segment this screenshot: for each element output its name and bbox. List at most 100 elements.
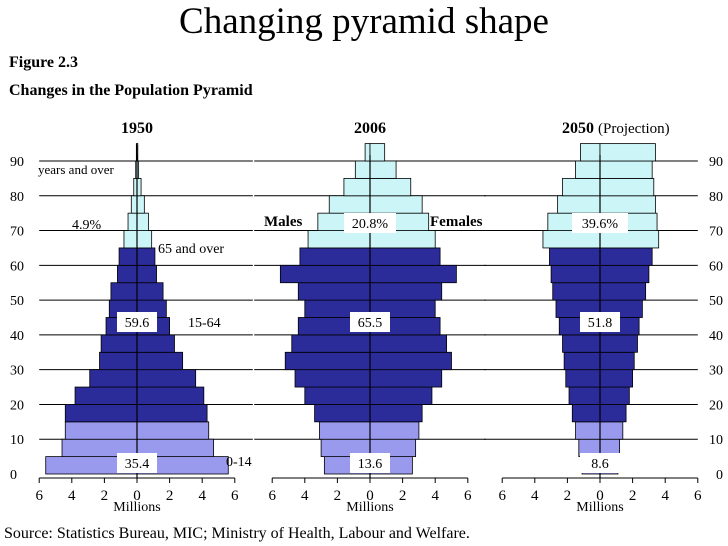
female-bar	[369, 369, 443, 388]
age-tick-label-right: 90	[709, 155, 723, 170]
female-bar	[136, 230, 153, 249]
female-bar	[599, 264, 650, 284]
x-tick-label: 2	[629, 488, 637, 504]
age-tick-label-left: 0	[10, 468, 17, 483]
female-bar	[136, 177, 142, 197]
male-bar	[89, 369, 138, 388]
x-tick-label: 2	[101, 488, 109, 504]
female-bar	[599, 195, 656, 214]
age-tick-label-left: 30	[10, 364, 24, 379]
female-bar	[599, 369, 633, 388]
male-bar	[307, 230, 371, 249]
female-bar	[599, 351, 635, 371]
male-bar	[580, 143, 601, 162]
figure-title: Changes in the Population Pyramid	[9, 82, 253, 99]
figure-number: Figure 2.3	[9, 54, 79, 71]
x-tick-label: 6	[694, 488, 702, 504]
female-bar	[599, 247, 653, 266]
male-bar	[74, 386, 138, 405]
male-bar	[552, 282, 601, 301]
male-bar	[563, 351, 601, 371]
x-tick-label: 6	[498, 488, 506, 504]
x-tick-label: 6	[464, 488, 472, 504]
male-bar	[542, 230, 601, 249]
share-65-over-label: 20.8%	[352, 217, 389, 232]
male-bar	[100, 334, 138, 353]
female-bar	[369, 351, 452, 371]
male-bar	[343, 177, 371, 197]
female-bar	[369, 386, 433, 405]
x-tick-label: 2	[399, 488, 407, 504]
x-tick-label: 0	[366, 488, 374, 504]
x-tick-label: 2	[166, 488, 174, 504]
age-tick-label-right: 0	[716, 468, 723, 483]
x-tick-label: 0	[133, 488, 141, 504]
age-tick-label-right: 60	[709, 259, 723, 274]
male-bar	[130, 195, 138, 214]
share-0-14-label: 13.6	[358, 457, 383, 472]
female-bar	[599, 386, 630, 405]
age-tick-label-left: 50	[10, 294, 24, 309]
female-bar	[369, 230, 436, 249]
share-0-14-label: 8.6	[591, 457, 609, 472]
male-bar	[549, 247, 601, 266]
group-15-64-label: 15-64	[188, 316, 221, 331]
panel-title: 2006	[354, 120, 386, 137]
panel-title: 2050	[562, 120, 594, 137]
male-bar	[297, 282, 371, 301]
x-axis-label: Millions	[113, 500, 160, 515]
share-0-14-label-box	[580, 453, 620, 473]
pyramid-panel-2050	[484, 143, 699, 483]
male-bar	[99, 351, 138, 371]
share-15-64-label-box	[350, 312, 390, 332]
male-bar	[364, 143, 371, 162]
female-bar	[136, 386, 205, 405]
x-tick-label: 0	[596, 488, 604, 504]
x-axis-label: Millions	[576, 500, 623, 515]
male-bar	[127, 212, 138, 231]
females-label: Females	[430, 214, 483, 230]
male-bar	[294, 369, 371, 388]
share-0-14-label-box	[350, 453, 390, 473]
share-15-64-label: 51.8	[588, 316, 613, 331]
male-bar	[64, 404, 138, 423]
x-tick-label: 6	[268, 488, 276, 504]
female-bar	[136, 369, 197, 388]
male-bar	[568, 386, 601, 405]
female-bar	[136, 212, 149, 231]
male-bar	[550, 264, 601, 284]
male-bar	[557, 195, 601, 214]
male-bar	[354, 160, 371, 179]
age-tick-label-left: 40	[10, 329, 24, 344]
share-15-64-label: 59.6	[125, 316, 150, 331]
share-0-14-label: 35.4	[125, 457, 150, 472]
pyramid-panel-2006	[254, 143, 486, 483]
age-tick-label-right: 10	[709, 433, 723, 448]
male-bar	[123, 230, 138, 249]
slide-title: Changing pyramid shape	[179, 1, 549, 42]
group-65-over-label: 65 and over	[158, 242, 224, 257]
female-bar	[369, 421, 420, 440]
male-bar	[110, 282, 138, 301]
female-bar	[599, 160, 653, 179]
female-bar	[369, 404, 423, 423]
age-tick-label-left: 10	[10, 433, 24, 448]
female-bar	[599, 177, 655, 197]
share-15-64-label-box	[117, 312, 157, 332]
female-bar	[136, 334, 175, 353]
female-bar	[369, 160, 397, 179]
figure-source: Source: Statistics Bureau, MIC; Ministry…	[4, 525, 470, 542]
x-tick-label: 6	[231, 488, 239, 504]
male-bar	[314, 404, 371, 423]
age-tick-label-right: 30	[709, 364, 723, 379]
x-tick-label: 4	[431, 488, 439, 504]
x-tick-label: 4	[661, 488, 669, 504]
male-bar	[575, 160, 601, 179]
x-tick-label: 2	[334, 488, 342, 504]
x-tick-label: 4	[531, 488, 539, 504]
x-tick-label: 4	[301, 488, 309, 504]
female-bar	[136, 195, 145, 214]
female-bar	[599, 421, 624, 440]
age-tick-label-right: 70	[709, 225, 723, 240]
